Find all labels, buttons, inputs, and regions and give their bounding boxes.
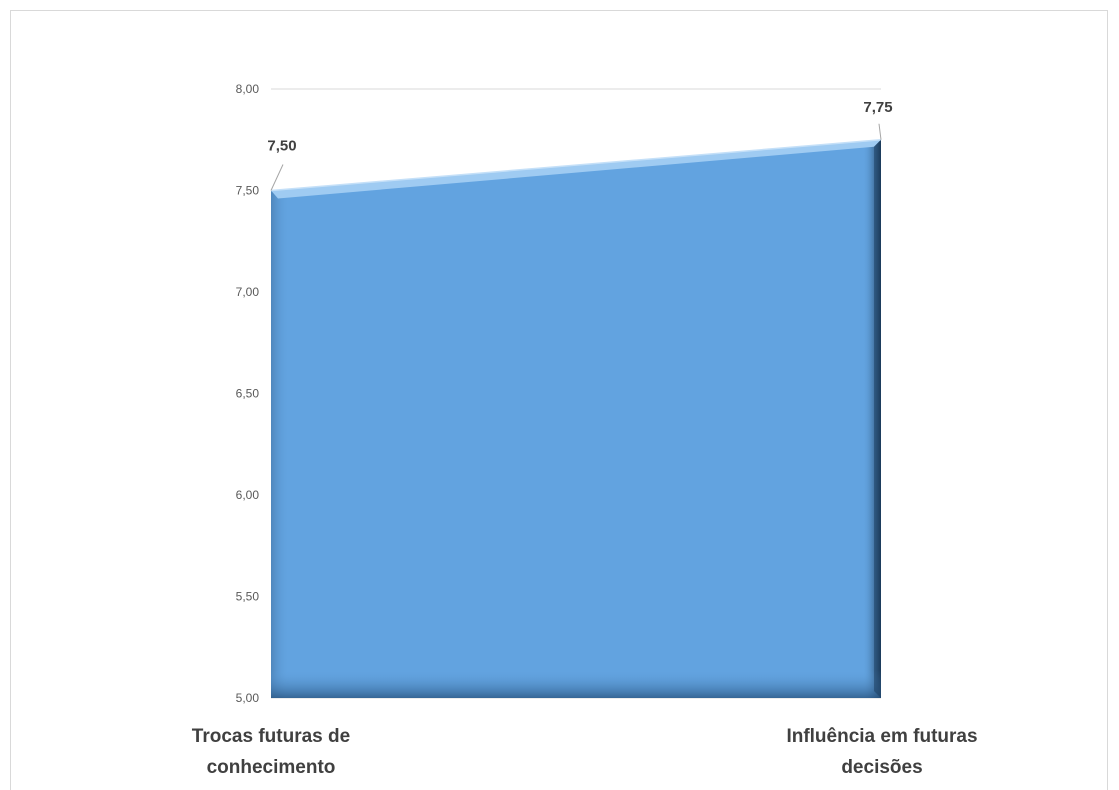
area-top-bevel <box>271 139 881 199</box>
data-label: 7,75 <box>863 99 892 116</box>
y-tick-label: 7,00 <box>236 285 260 299</box>
area-top-edge <box>270 139 882 192</box>
data-label: 7,50 <box>267 138 296 155</box>
x-category-label: Influência em futuras decisões <box>786 726 977 778</box>
area-right-bevel <box>874 139 881 698</box>
y-tick-label: 8,00 <box>236 82 260 96</box>
y-tick-label: 6,50 <box>236 387 260 401</box>
x-category-label: Trocas futuras de conhecimento <box>192 726 350 778</box>
y-tick-label: 6,00 <box>236 488 260 502</box>
area-bottom-shading <box>271 139 881 698</box>
x-category-label-line: Trocas futuras de <box>192 726 350 747</box>
data-label-leader <box>878 123 882 140</box>
y-tick-label: 7,50 <box>236 184 260 198</box>
data-label-leader <box>270 164 284 191</box>
y-tick-label: 5,00 <box>236 691 260 705</box>
x-category-label-line: Influência em futuras <box>786 726 977 747</box>
y-tick-label: 5,50 <box>236 590 260 604</box>
x-category-label-line: decisões <box>841 757 922 778</box>
x-category-label-line: conhecimento <box>207 757 336 778</box>
